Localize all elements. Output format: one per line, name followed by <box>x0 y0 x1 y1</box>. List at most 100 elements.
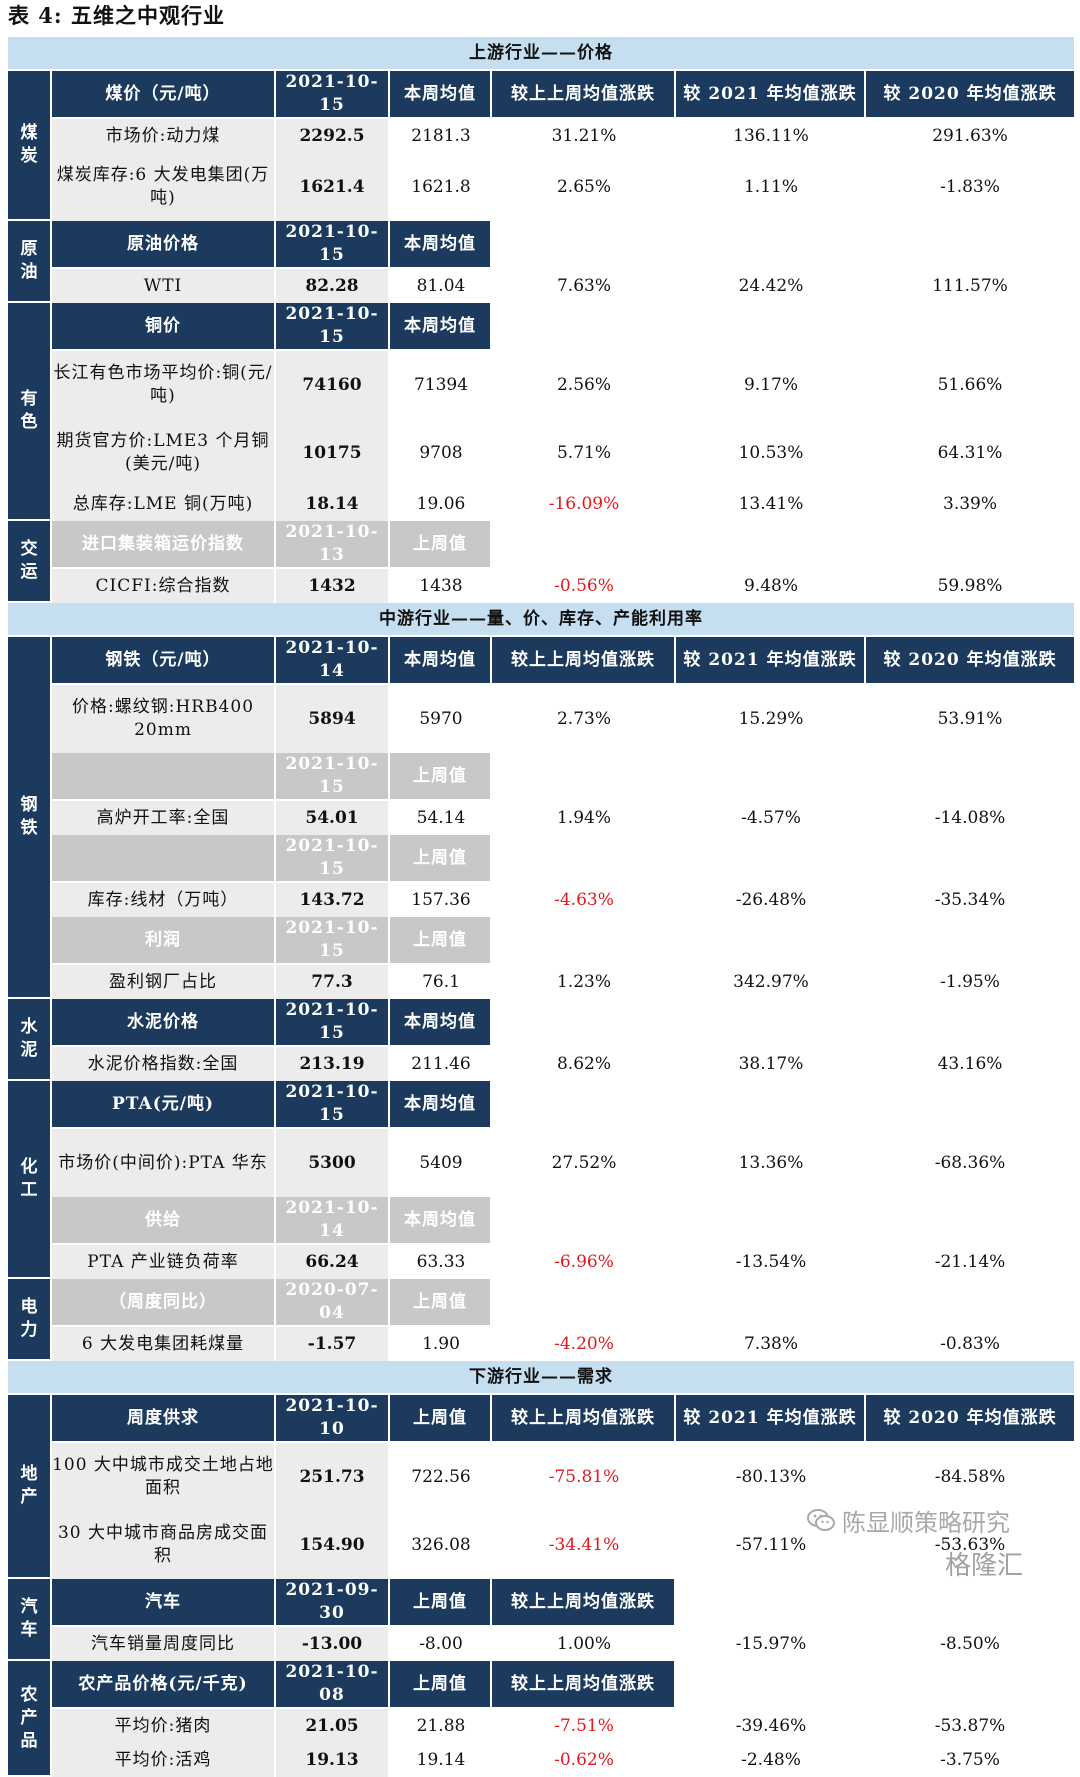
average-value: 157.36 <box>390 883 492 917</box>
vs2021-change: 7.38% <box>676 1327 866 1361</box>
vs2021-change: 136.11% <box>676 119 866 153</box>
vs2021-change: -39.46% <box>676 1709 866 1743</box>
vs2020-change: 111.57% <box>866 269 1075 303</box>
row-label: 长江有色市场平均价:铜(元/吨) <box>52 351 276 419</box>
vs2020-change: -35.34% <box>866 883 1075 917</box>
power-header-date: 2020-07-04 <box>276 1279 390 1327</box>
auto-header-label: 汽车 <box>52 1579 276 1627</box>
category-realestate: 地产 <box>8 1395 52 1579</box>
supply-header-label: 供给 <box>52 1197 276 1245</box>
cement-header-avg: 本周均值 <box>390 999 492 1047</box>
current-value: 154.90 <box>276 1511 390 1579</box>
vs2021-change: 9.48% <box>676 569 866 603</box>
current-value: 74160 <box>276 351 390 419</box>
power-header-label: （周度同比） <box>52 1279 276 1327</box>
steel-header-vs2021: 较 2021 年均值涨跌 <box>676 637 866 685</box>
vs2020-change: 64.31% <box>866 419 1075 487</box>
copper-header-label: 铜价 <box>52 303 276 351</box>
average-value: 211.46 <box>390 1047 492 1081</box>
row-label: 平均价:活鸡 <box>52 1743 276 1777</box>
realestate-header-wow: 较上上周均值涨跌 <box>492 1395 676 1443</box>
table-row: PTA 产业链负荷率 66.24 63.33 -6.96% -13.54% -2… <box>8 1245 1075 1279</box>
coal-header-date: 2021-10-15 <box>276 71 390 119</box>
wow-change: 1.23% <box>492 965 676 999</box>
category-auto: 汽车 <box>8 1579 52 1661</box>
wow-change: 2.65% <box>492 153 676 221</box>
current-value: 1621.4 <box>276 153 390 221</box>
cement-header-date: 2021-10-15 <box>276 999 390 1047</box>
current-value: 1432 <box>276 569 390 603</box>
average-value: 71394 <box>390 351 492 419</box>
row-label: 总库存:LME 铜(万吨) <box>52 487 276 521</box>
vs2020-change: -8.50% <box>866 1627 1075 1661</box>
table-row: 长江有色市场平均价:铜(元/吨) 74160 71394 2.56% 9.17%… <box>8 351 1075 419</box>
average-value: 1.90 <box>390 1327 492 1361</box>
auto-header-wow: 较上上周均值涨跌 <box>492 1579 676 1627</box>
profit-header-date: 2021-10-15 <box>276 917 390 965</box>
vs2021-change: -4.57% <box>676 801 866 835</box>
realestate-header-date: 2021-10-10 <box>276 1395 390 1443</box>
vs2020-change: -3.75% <box>866 1743 1075 1777</box>
coal-header-label: 煤价（元/吨） <box>52 71 276 119</box>
current-value: 2292.5 <box>276 119 390 153</box>
table-row: 盈利钢厂占比 77.3 76.1 1.23% 342.97% -1.95% <box>8 965 1075 999</box>
copper-header-date: 2021-10-15 <box>276 303 390 351</box>
wow-change: 27.52% <box>492 1129 676 1197</box>
supply-header-date: 2021-10-14 <box>276 1197 390 1245</box>
table-row: 市场价(中间价):PTA 华东 5300 5409 27.52% 13.36% … <box>8 1129 1075 1197</box>
current-value: 251.73 <box>276 1443 390 1511</box>
coal-header-vs2021: 较 2021 年均值涨跌 <box>676 71 866 119</box>
row-label: 煤炭库存:6 大发电集团(万吨) <box>52 153 276 221</box>
row-label: 市场价(中间价):PTA 华东 <box>52 1129 276 1197</box>
table-row: CICFI:综合指数 1432 1438 -0.56% 9.48% 59.98% <box>8 569 1075 603</box>
auto-header-date: 2021-09-30 <box>276 1579 390 1627</box>
coal-header-avg: 本周均值 <box>390 71 492 119</box>
supply-header-avg: 本周均值 <box>390 1197 492 1245</box>
shipping-header-date: 2021-10-13 <box>276 521 390 569</box>
stock-header-label <box>52 835 276 883</box>
current-value: -1.57 <box>276 1327 390 1361</box>
copper-header-avg: 本周均值 <box>390 303 492 351</box>
midstream-section-header: 中游行业——量、价、库存、产能利用率 <box>8 603 1075 637</box>
category-cement: 水泥 <box>8 999 52 1081</box>
steel-header-date: 2021-10-14 <box>276 637 390 685</box>
row-label: PTA 产业链负荷率 <box>52 1245 276 1279</box>
current-value: 21.05 <box>276 1709 390 1743</box>
pta-header-label: PTA(元/吨) <box>52 1081 276 1129</box>
vs2020-change: -14.08% <box>866 801 1075 835</box>
table-row: 水泥价格指数:全国 213.19 211.46 8.62% 38.17% 43.… <box>8 1047 1075 1081</box>
wow-change: -75.81% <box>492 1443 676 1511</box>
row-label: 期货官方价:LME3 个月铜(美元/吨) <box>52 419 276 487</box>
average-value: 1621.8 <box>390 153 492 221</box>
wow-change: 31.21% <box>492 119 676 153</box>
pta-header-avg: 本周均值 <box>390 1081 492 1129</box>
oil-header-avg: 本周均值 <box>390 221 492 269</box>
wow-change: -34.41% <box>492 1511 676 1579</box>
table-row: 汽车销量周度同比 -13.00 -8.00 1.00% -15.97% -8.5… <box>8 1627 1075 1661</box>
vs2021-change: 13.41% <box>676 487 866 521</box>
row-label: 库存:线材（万吨） <box>52 883 276 917</box>
vs2020-change: 3.39% <box>866 487 1075 521</box>
agri-header-wow: 较上上周均值涨跌 <box>492 1661 676 1709</box>
average-value: 63.33 <box>390 1245 492 1279</box>
average-value: 326.08 <box>390 1511 492 1579</box>
wow-change: -16.09% <box>492 487 676 521</box>
pta-header-date: 2021-10-15 <box>276 1081 390 1129</box>
vs2020-change: 291.63% <box>866 119 1075 153</box>
average-value: 9708 <box>390 419 492 487</box>
table-row: 平均价:猪肉 21.05 21.88 -7.51% -39.46% -53.87… <box>8 1709 1075 1743</box>
vs2021-change: 9.17% <box>676 351 866 419</box>
wow-change: -0.62% <box>492 1743 676 1777</box>
mesoscopic-industry-table: 上游行业——价格 煤炭 煤价（元/吨） 2021-10-15 本周均值 较上上周… <box>8 37 1075 1777</box>
steel-header-vs2020: 较 2020 年均值涨跌 <box>866 637 1075 685</box>
table-row: WTI 82.28 81.04 7.63% 24.42% 111.57% <box>8 269 1075 303</box>
table-title: 表 4: 五维之中观行业 <box>8 3 225 28</box>
vs2021-change: -15.97% <box>676 1627 866 1661</box>
vs2020-change: -21.14% <box>866 1245 1075 1279</box>
average-value: 5409 <box>390 1129 492 1197</box>
vs2020-change: 59.98% <box>866 569 1075 603</box>
realestate-header-vs2020: 较 2020 年均值涨跌 <box>866 1395 1075 1443</box>
vs2020-change: -84.58% <box>866 1443 1075 1511</box>
row-label: 价格:螺纹钢:HRB400 20mm <box>52 685 276 753</box>
average-value: 19.14 <box>390 1743 492 1777</box>
